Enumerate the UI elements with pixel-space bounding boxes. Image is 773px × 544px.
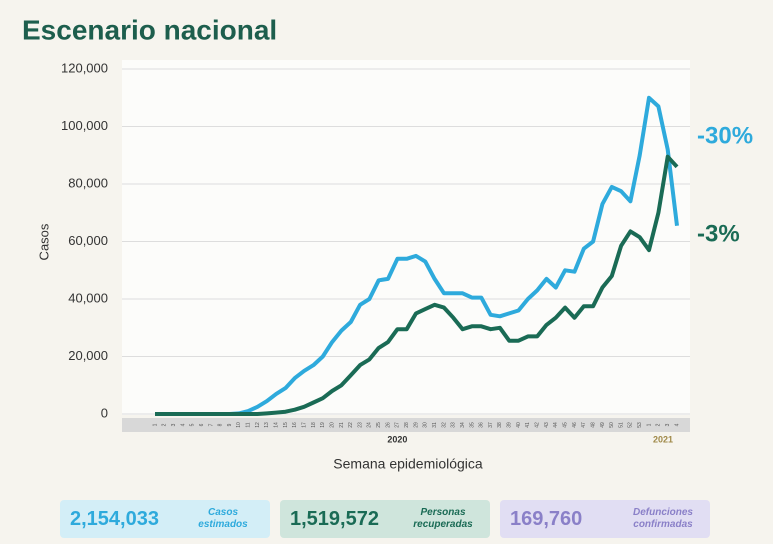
x-tick-label: 36 [479,422,485,428]
summary-value: 2,154,033 [70,507,159,530]
y-tick-label: 120,000 [61,60,108,75]
summary-box: 169,760 Defunciones confirmadas [500,500,710,538]
x-tick-label: 49 [600,422,606,428]
x-tick-label: 2 [162,423,168,426]
x-tick-label: 17 [301,422,307,428]
x-tick-label: 30 [423,422,429,428]
x-tick-label: 1 [646,423,652,426]
x-axis-label: Semana epidemiológica [333,456,483,472]
x-tick-label: 1 [152,423,158,426]
x-tick-label: 29 [413,422,419,428]
y-tick-label: 80,000 [68,175,108,190]
x-tick-label: 34 [460,422,466,428]
x-tick-label: 4 [180,423,186,426]
x-tick-label: 21 [339,422,345,428]
x-tick-label: 50 [609,422,615,428]
x-tick-label: 41 [525,422,531,428]
x-tick-label: 51 [618,422,624,428]
y-tick-label: 60,000 [68,233,108,248]
y-tick-label: 20,000 [68,348,108,363]
series-annotation: -3% [697,220,740,247]
x-tick-label: 6 [199,423,205,426]
x-tick-label: 52 [628,422,634,428]
x-tick-label: 31 [432,422,438,428]
x-tick-label: 33 [451,422,457,428]
x-tick-label: 28 [404,422,410,428]
x-tick-label: 9 [227,423,233,426]
x-tick-label: 10 [236,422,242,428]
slide-title: Escenario nacional [22,14,277,45]
x-axis-band [122,418,690,432]
x-tick-label: 53 [637,422,643,428]
x-tick-label: 22 [348,422,354,428]
x-tick-label: 38 [497,422,503,428]
x-tick-label: 18 [311,422,317,428]
y-axis-label: Casos [36,223,51,260]
x-tick-label: 26 [385,422,391,428]
x-tick-label: 23 [357,422,363,428]
x-tick-label: 43 [544,422,550,428]
summary-label: Casos estimados [198,507,248,530]
x-tick-label: 3 [171,423,177,426]
year-label: 2021 [653,434,673,444]
series-annotation: -30% [697,122,753,149]
x-tick-label: 44 [553,422,559,428]
x-tick-label: 5 [190,423,196,426]
x-tick-label: 2 [656,423,662,426]
x-tick-label: 19 [320,422,326,428]
x-tick-label: 4 [674,423,680,426]
summary-box: 1,519,572 Personas recuperadas [280,500,490,538]
x-tick-label: 48 [590,422,596,428]
x-tick-label: 11 [246,422,252,427]
y-tick-label: 40,000 [68,290,108,305]
x-tick-label: 39 [507,422,513,428]
x-tick-label: 40 [516,422,522,428]
x-tick-label: 27 [395,422,401,428]
x-tick-label: 24 [367,422,373,428]
summary-box: 2,154,033 Casos estimados [60,500,270,538]
x-tick-label: 7 [208,423,214,426]
x-tick-label: 13 [264,422,270,428]
x-tick-label: 20 [329,422,335,428]
x-tick-label: 46 [572,422,578,428]
year-label: 2020 [387,434,407,444]
x-tick-label: 47 [581,422,587,428]
summary-label: Personas recuperadas [413,507,473,530]
x-tick-label: 32 [441,422,447,428]
x-tick-label: 35 [469,422,475,428]
x-tick-label: 3 [665,423,671,426]
x-tick-label: 15 [283,422,289,428]
series-line [155,154,679,416]
x-tick-label: 14 [274,422,280,428]
x-tick-label: 25 [376,422,382,428]
x-tick-label: 45 [562,422,568,428]
x-tick-label: 37 [488,422,494,428]
x-tick-label: 42 [535,422,541,428]
summary-value: 169,760 [510,507,583,530]
y-tick-label: 0 [101,405,108,420]
plot-area [122,60,690,415]
x-tick-label: 12 [255,422,261,428]
y-tick-label: 100,000 [61,118,108,133]
x-tick-label: 16 [292,422,298,428]
summary-label: Defunciones confirmadas [632,507,693,530]
summary-value: 1,519,572 [290,507,379,530]
x-tick-label: 8 [218,423,224,426]
